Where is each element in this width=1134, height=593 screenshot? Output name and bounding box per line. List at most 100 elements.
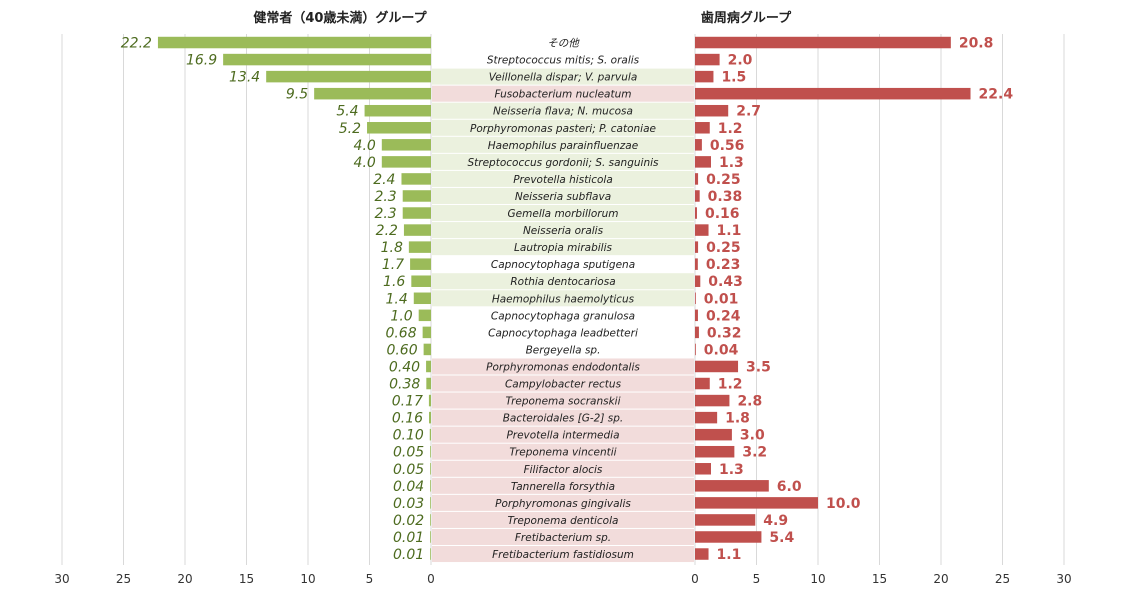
left-bar <box>418 309 431 322</box>
right-value-label: 0.25 <box>706 172 741 188</box>
left-bar <box>430 480 431 492</box>
right-value-label: 0.24 <box>706 308 741 324</box>
left-axis-tick-label: 10 <box>300 572 315 586</box>
right-value-label: 1.8 <box>725 411 750 427</box>
right-value-label: 0.32 <box>707 325 742 341</box>
category-band <box>432 102 694 119</box>
category-label: Fretibacterium sp. <box>515 532 611 544</box>
category-label: Bacteroidales [G-2] sp. <box>503 413 624 425</box>
right-bar <box>695 156 711 168</box>
right-value-label: 0.25 <box>706 240 741 256</box>
right-value-label: 0.01 <box>704 291 739 307</box>
right-bar <box>695 190 700 202</box>
left-bar <box>381 139 431 151</box>
right-value-label: 3.0 <box>740 428 765 444</box>
category-label: Capnocytophaga sputigena <box>491 259 635 271</box>
left-bar <box>430 531 431 543</box>
right-value-label: 6.0 <box>777 479 802 495</box>
left-bar <box>367 122 431 134</box>
right-bar <box>695 411 718 424</box>
left-value-label: 9.5 <box>286 87 308 103</box>
right-bars: 20.82.01.522.42.71.20.561.30.250.380.161… <box>695 36 1013 563</box>
right-axis-tick-label: 25 <box>995 572 1010 586</box>
left-axis-tick-label: 20 <box>177 572 192 586</box>
category-label: Prevotella histicola <box>513 174 613 186</box>
category-label: Neisseria subflava <box>515 191 611 203</box>
left-bar <box>426 360 431 373</box>
right-bar <box>695 309 698 322</box>
category-label: Campylobacter rectus <box>505 379 622 391</box>
left-group-title: 健常者（40歳未満）グループ <box>253 10 427 26</box>
left-bar <box>430 548 431 560</box>
category-label: Filifactor alocis <box>524 464 603 476</box>
category-label: Treponema socranskii <box>505 396 620 408</box>
right-bar <box>695 531 762 543</box>
right-bar <box>695 207 697 219</box>
right-bar <box>695 394 730 407</box>
category-label: Haemophilus parainfluenzae <box>488 140 638 152</box>
category-band <box>432 153 694 170</box>
right-axis: 0 5 10 15 20 25 30 <box>691 572 1071 586</box>
right-value-label: 3.2 <box>742 445 767 461</box>
right-bar <box>695 173 699 185</box>
right-bar <box>695 275 701 287</box>
category-band <box>432 85 694 102</box>
category-label: Lautropia mirabilis <box>514 242 612 254</box>
right-value-label: 0.23 <box>706 257 741 273</box>
right-bar <box>695 343 696 356</box>
category-band <box>432 358 694 375</box>
left-bar <box>429 428 431 441</box>
right-bar <box>695 122 710 134</box>
category-band <box>432 460 694 477</box>
right-value-label: 1.3 <box>719 155 744 171</box>
category-label: Prevotella intermedia <box>506 430 619 442</box>
left-value-label: 2.3 <box>374 189 396 205</box>
left-bar <box>426 377 431 390</box>
category-band <box>432 375 694 392</box>
right-value-label: 1.5 <box>721 70 746 86</box>
category-bands <box>432 68 694 563</box>
left-bar <box>157 36 431 49</box>
left-bar <box>430 463 431 475</box>
category-band <box>432 528 694 545</box>
category-band <box>432 136 694 153</box>
left-bar <box>402 190 431 202</box>
left-value-label: 2.2 <box>376 223 398 239</box>
category-label: Neisseria flava; N. mucosa <box>493 106 633 118</box>
left-value-label: 2.4 <box>373 172 395 188</box>
left-value-label: 2.3 <box>374 206 396 222</box>
category-band <box>432 119 694 136</box>
left-value-label: 16.9 <box>186 53 217 69</box>
grid-lines <box>61 34 1065 565</box>
left-bar <box>266 70 431 83</box>
category-band <box>432 409 694 426</box>
left-bar <box>408 241 431 253</box>
left-bar <box>364 104 431 117</box>
right-bar <box>695 463 711 475</box>
left-value-label: 0.03 <box>393 496 424 512</box>
right-bar <box>695 53 720 66</box>
right-bar <box>695 139 702 151</box>
left-bar <box>429 411 431 424</box>
category-band <box>432 443 694 460</box>
left-bar <box>410 258 431 270</box>
category-label: Capnocytophaga leadbetteri <box>488 327 638 339</box>
left-value-label: 0.01 <box>393 530 424 546</box>
right-value-label: 3.5 <box>746 359 771 375</box>
category-band <box>432 290 694 307</box>
right-axis-tick-label: 20 <box>933 572 948 586</box>
left-bar <box>411 275 431 287</box>
right-value-label: 1.1 <box>717 547 742 563</box>
right-bar <box>695 548 709 560</box>
left-value-label: 4.0 <box>354 138 376 154</box>
category-label: その他 <box>547 38 580 50</box>
category-label: Porphyromonas pasteri; P. catoniae <box>470 123 656 135</box>
right-bar <box>695 480 769 492</box>
left-value-label: 0.04 <box>393 479 424 495</box>
category-band <box>432 170 694 187</box>
left-bar <box>422 326 431 339</box>
right-bar <box>695 360 739 373</box>
right-value-label: 1.2 <box>718 377 743 393</box>
left-axis-tick-label: 0 <box>427 572 435 586</box>
